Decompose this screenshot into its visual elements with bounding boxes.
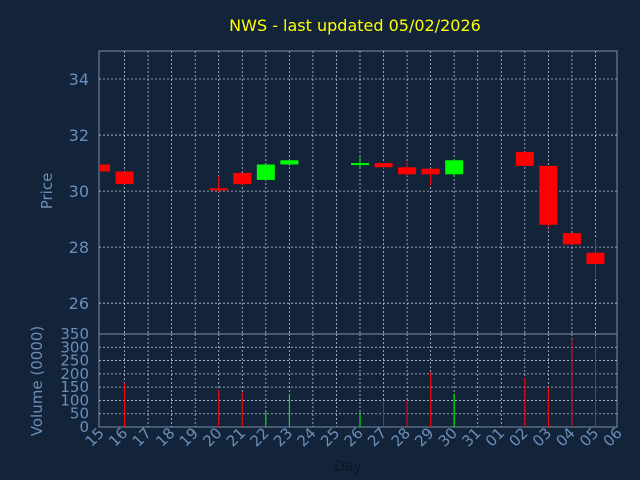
x-tick-label: 02 [505,424,531,450]
x-tick-label: 23 [270,424,296,450]
price-tick-label: 26 [69,294,89,313]
candle-body [115,171,134,185]
x-tick-label: 30 [435,424,461,450]
x-tick-label: 04 [553,424,579,450]
volume-tick-label: 200 [60,365,89,383]
x-tick-label: 01 [482,424,508,450]
price-tick-label: 28 [69,238,89,257]
price-axis-label: Price [38,173,56,210]
volume-axis-label: Volume (0000) [28,326,46,436]
candle-body [445,160,464,175]
price-plot-frame [98,50,618,335]
x-tick-label: 17 [129,424,155,450]
x-tick-labels: 1516171819202122232425262728293031010203… [82,424,626,450]
x-tick-label: 26 [341,424,367,450]
x-tick-label: 28 [388,424,414,450]
candle-body [256,164,275,180]
x-tick-label: 16 [105,424,131,450]
volume-tick-label: 50 [70,405,89,423]
volume-plot-frame [98,333,618,428]
volume-tick-label: 100 [60,391,89,409]
candle-body [421,168,440,175]
candle-body [233,172,252,185]
x-tick-label: 25 [317,424,343,450]
x-tick-label: 19 [176,424,202,450]
price-panel: 26 28 30 32 34 [69,50,618,335]
candle-body [398,167,417,175]
x-tick-label: 21 [223,424,249,450]
volume-tick-label: 0 [79,418,89,436]
candle-body [99,164,110,172]
price-tick-label: 30 [69,182,89,201]
candle-body [374,163,393,168]
x-tick-label: 27 [364,424,390,450]
x-tick-label: 06 [600,424,626,450]
volume-tick-label: 250 [60,352,89,370]
volume-tick-label: 300 [60,338,89,356]
candle-body [351,163,369,166]
candle-body [539,165,558,225]
x-tick-label: 29 [411,424,437,450]
x-tick-label: 20 [199,424,225,450]
candle-body [586,252,605,264]
candle-body [209,188,228,191]
price-tick-label: 32 [69,126,89,145]
price-tick-label: 34 [69,70,89,89]
volume-tick-label: 350 [60,325,89,343]
x-tick-label: 31 [458,424,484,450]
x-tick-label: 22 [246,424,272,450]
candle-body [562,233,581,245]
volume-tick-label: 150 [60,378,89,396]
candle-body [515,151,534,166]
chart-title: NWS - last updated 05/02/2026 [229,16,481,35]
x-tick-label: 24 [294,424,320,450]
x-tick-label: 03 [529,424,555,450]
x-tick-label: 18 [152,424,178,450]
x-axis-label: Day [334,459,362,475]
candle-body [280,160,299,165]
x-tick-label: 05 [576,424,602,450]
